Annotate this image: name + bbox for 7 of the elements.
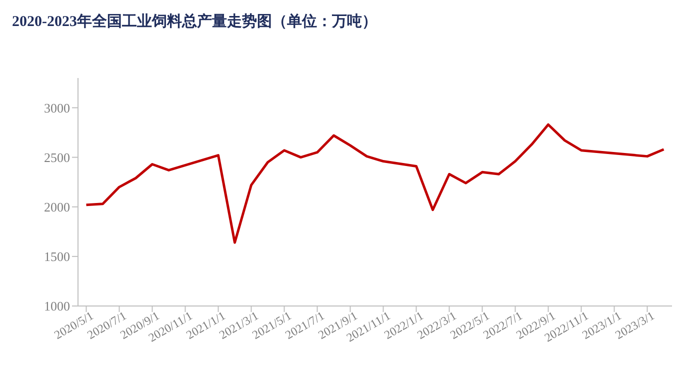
line-series xyxy=(85,123,665,244)
y-tick-label: 1500 xyxy=(44,249,70,264)
y-tick-label: 1000 xyxy=(44,298,70,314)
y-tick-label: 3000 xyxy=(44,100,70,116)
y-tick-label: 2500 xyxy=(44,150,70,165)
chart-title: 2020-2023年全国工业饲料总产量走势图（单位：万吨） xyxy=(12,12,377,31)
y-tick-label: 2000 xyxy=(44,199,70,214)
